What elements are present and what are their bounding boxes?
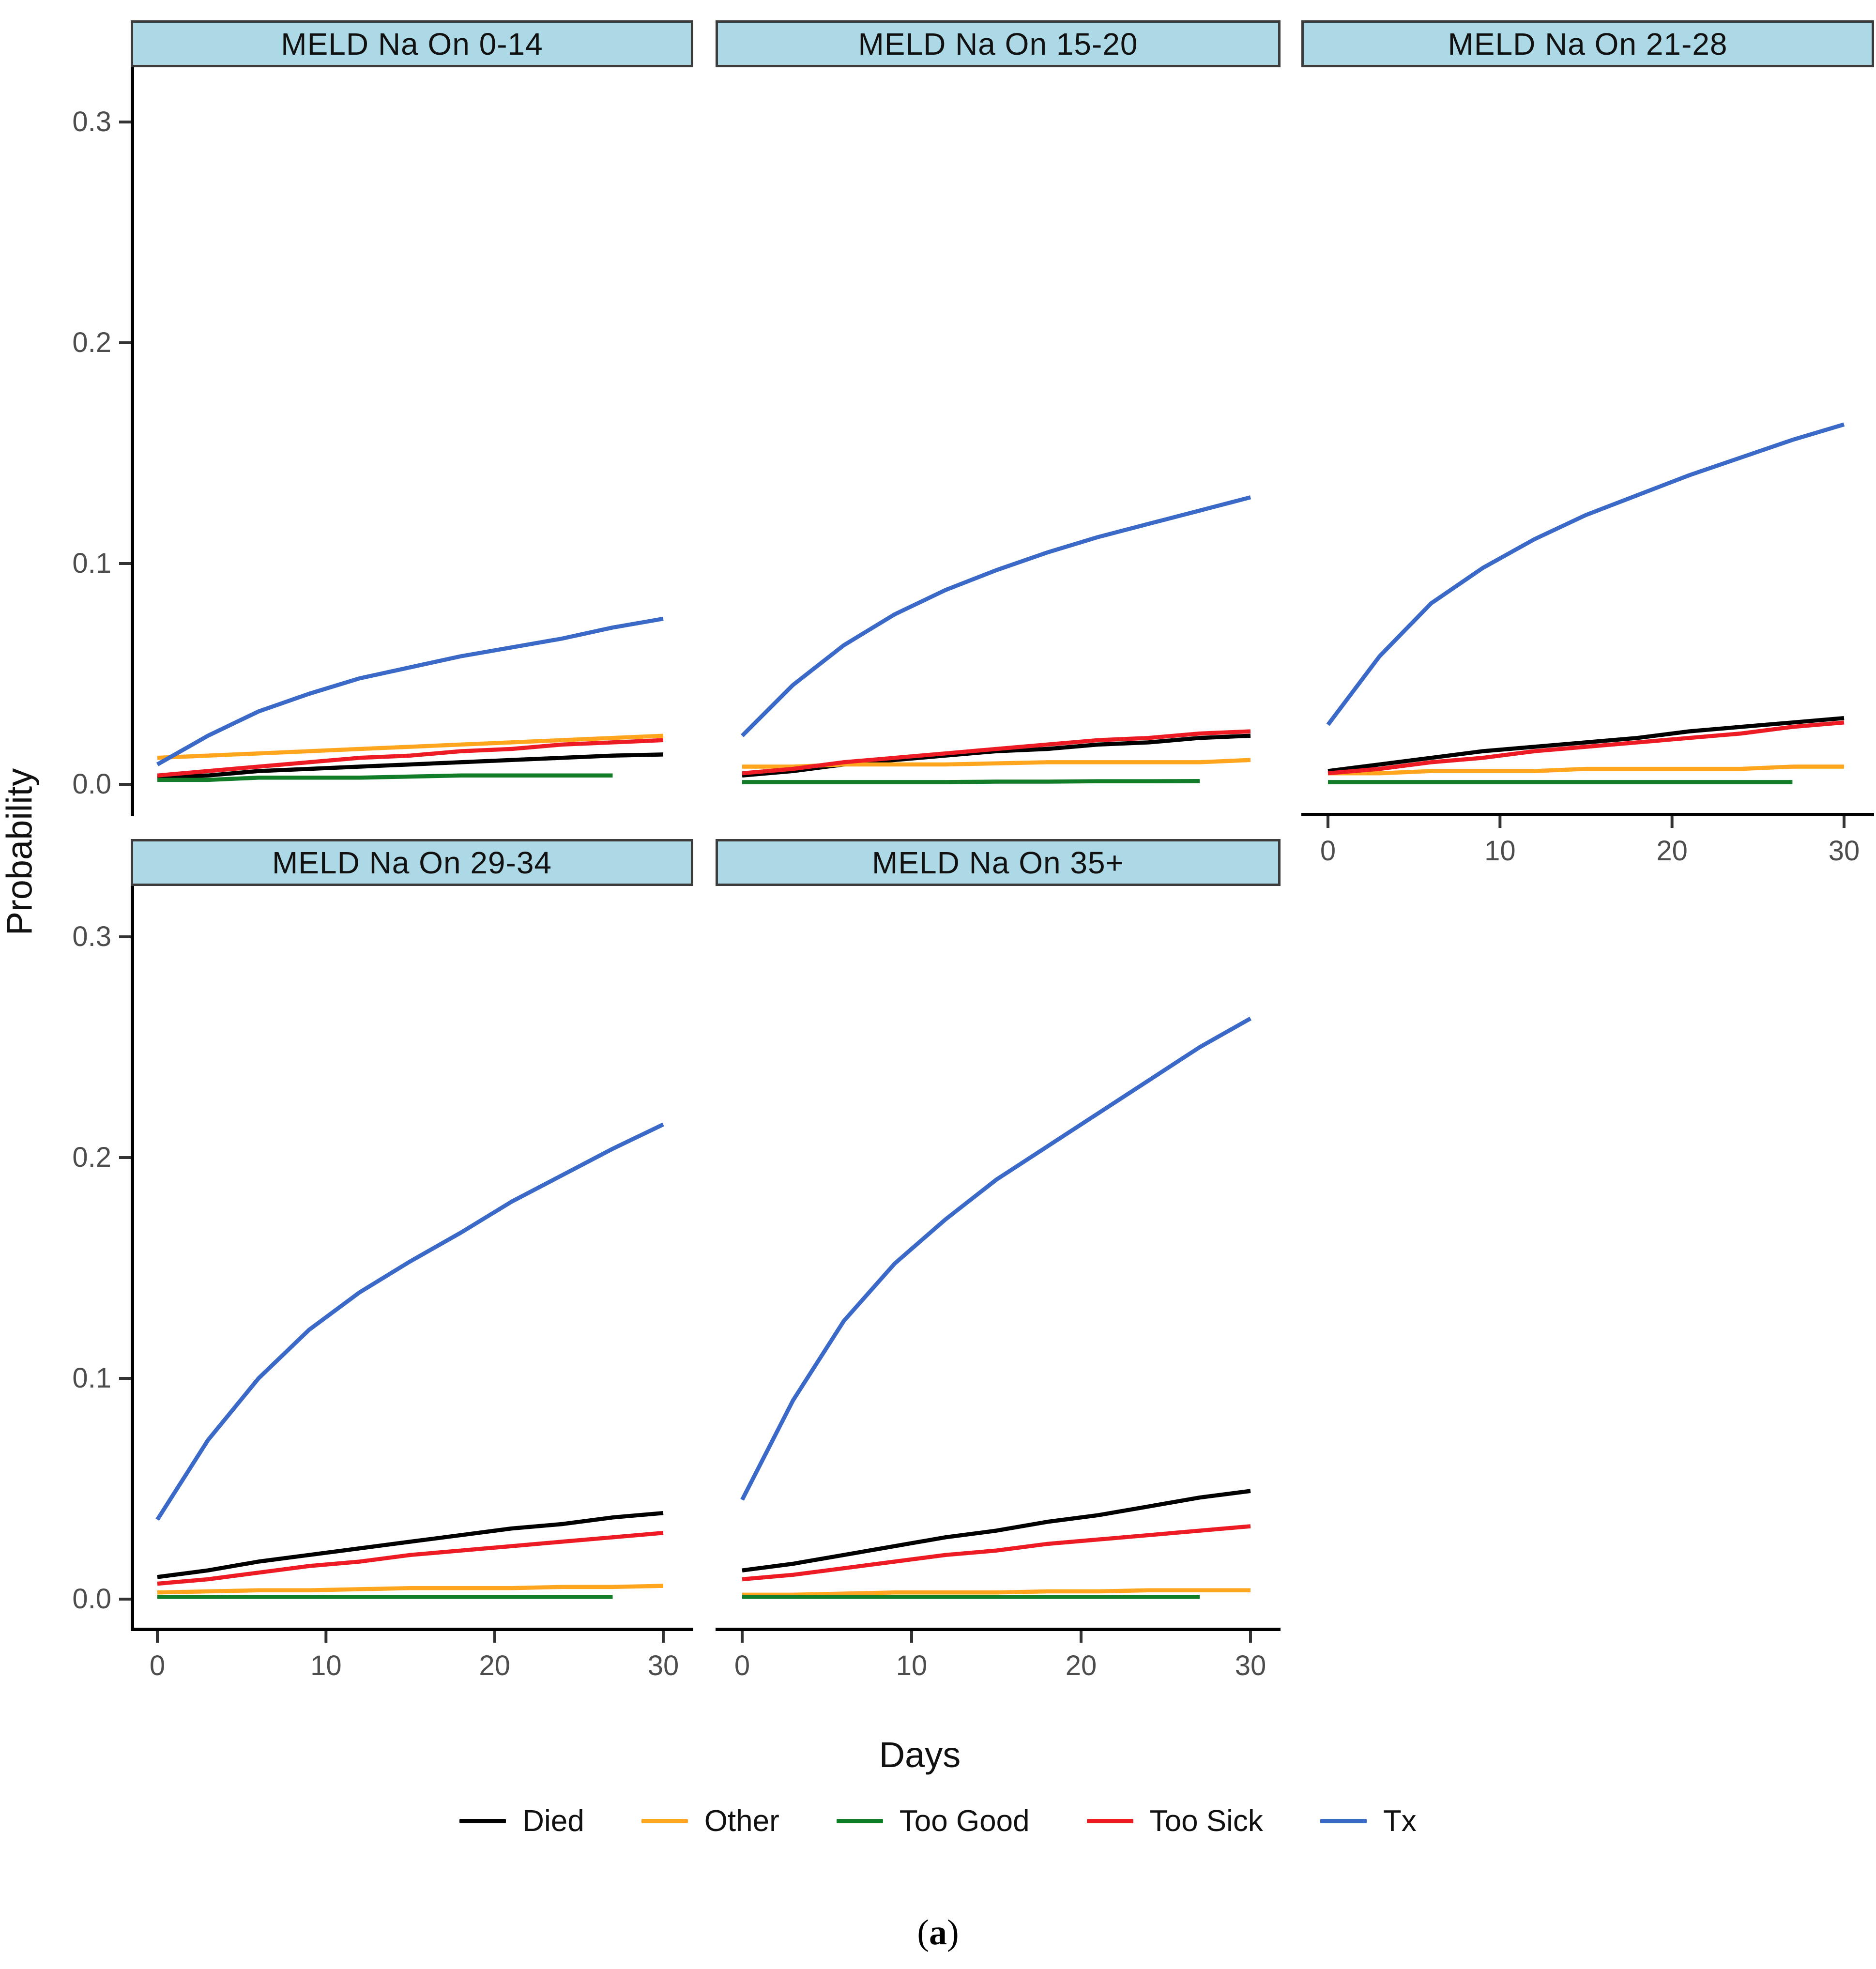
facet-panel-meld-na-on-15-20 bbox=[740, 495, 1251, 784]
x-axis-title: Days bbox=[879, 1735, 961, 1775]
series-line-too-sick bbox=[1327, 720, 1845, 776]
x-tick-label: 10 bbox=[896, 1650, 928, 1681]
legend-key-line-other bbox=[641, 1818, 688, 1823]
legend-key-line-tx bbox=[1320, 1818, 1367, 1823]
legend-label: Too Good bbox=[899, 1804, 1030, 1838]
series-line-too-sick bbox=[157, 1530, 664, 1586]
series-line-too-good bbox=[742, 778, 1200, 784]
x-tick-label: 30 bbox=[1235, 1650, 1266, 1681]
series-line-too-sick bbox=[742, 729, 1251, 776]
legend-label: Other bbox=[704, 1804, 779, 1838]
series-line-tx bbox=[740, 1016, 1252, 1501]
series-line-tx bbox=[740, 495, 1251, 737]
series-line-too-sick bbox=[157, 738, 664, 778]
y-tick-label: 0.0 bbox=[72, 768, 111, 800]
series-line-other bbox=[157, 1584, 664, 1595]
y-axis-title: Probability bbox=[0, 768, 40, 936]
figure-caption: (a) bbox=[0, 1912, 1876, 1954]
x-tick-label: 10 bbox=[310, 1650, 342, 1681]
facet-panel-meld-na-on-35- bbox=[716, 1016, 1281, 1643]
x-tick-label: 0 bbox=[734, 1650, 750, 1681]
series-line-died bbox=[157, 1511, 664, 1579]
series-line-tx bbox=[155, 1122, 664, 1521]
x-tick-label: 20 bbox=[1656, 835, 1688, 867]
legend-label: Too Sick bbox=[1149, 1804, 1263, 1838]
series-line-died bbox=[742, 1489, 1251, 1572]
legend-label: Died bbox=[522, 1804, 584, 1838]
legend-key-line-too-sick bbox=[1086, 1818, 1133, 1823]
x-tick-label: 20 bbox=[479, 1650, 510, 1681]
facet-panel-meld-na-on-29-34 bbox=[119, 886, 693, 1643]
facet-panel-meld-na-on-0-14 bbox=[119, 67, 664, 816]
y-tick-label: 0.1 bbox=[72, 548, 111, 579]
y-tick-label: 0.3 bbox=[72, 106, 111, 137]
facet-header-meld-na-on-0-14: MELD Na On 0-14 bbox=[131, 20, 693, 67]
legend-item-too-good: Too Good bbox=[836, 1804, 1030, 1838]
series-line-tx bbox=[1326, 422, 1845, 726]
legend-key-line-died bbox=[459, 1818, 506, 1823]
series-line-died bbox=[157, 752, 664, 780]
legend: Died Other Too Good Too Sick Tx bbox=[0, 1799, 1876, 1843]
y-tick-label: 0.2 bbox=[72, 1142, 111, 1173]
series-line-died bbox=[742, 733, 1251, 778]
series-line-other bbox=[742, 1588, 1251, 1597]
legend-item-tx: Tx bbox=[1320, 1804, 1417, 1838]
x-tick-label: 0 bbox=[1320, 835, 1336, 867]
facet-panel-meld-na-on-21-28 bbox=[1301, 422, 1874, 828]
legend-item-other: Other bbox=[641, 1804, 779, 1838]
x-tick-label: 0 bbox=[149, 1650, 166, 1681]
legend-key-line-too-good bbox=[836, 1818, 883, 1823]
series-line-other bbox=[1328, 764, 1844, 776]
caption-close-paren: ) bbox=[947, 1913, 959, 1953]
series-line-died bbox=[1327, 716, 1845, 773]
caption-open-paren: ( bbox=[917, 1913, 929, 1953]
y-tick-label: 0.2 bbox=[72, 327, 111, 358]
y-tick-label: 0.3 bbox=[72, 921, 111, 952]
x-tick-label: 30 bbox=[647, 1650, 679, 1681]
y-tick-label: 0.1 bbox=[72, 1362, 111, 1394]
series-line-too-good bbox=[157, 773, 613, 782]
legend-item-too-sick: Too Sick bbox=[1086, 1804, 1263, 1838]
facet-header-meld-na-on-21-28: MELD Na On 21-28 bbox=[1301, 20, 1874, 67]
x-tick-label: 30 bbox=[1828, 835, 1860, 867]
facet-header-meld-na-on-35-: MELD Na On 35+ bbox=[716, 839, 1281, 886]
series-line-tx bbox=[156, 616, 664, 766]
series-line-other bbox=[157, 733, 664, 760]
facet-header-meld-na-on-29-34: MELD Na On 29-34 bbox=[131, 839, 693, 886]
legend-label: Tx bbox=[1383, 1804, 1417, 1838]
x-tick-label: 20 bbox=[1065, 1650, 1097, 1681]
y-tick-label: 0.0 bbox=[72, 1583, 111, 1615]
facet-header-meld-na-on-15-20: MELD Na On 15-20 bbox=[716, 20, 1281, 67]
x-tick-label: 10 bbox=[1484, 835, 1516, 867]
caption-letter: a bbox=[929, 1913, 947, 1953]
legend-item-died: Died bbox=[459, 1804, 584, 1838]
series-line-too-sick bbox=[742, 1524, 1251, 1582]
